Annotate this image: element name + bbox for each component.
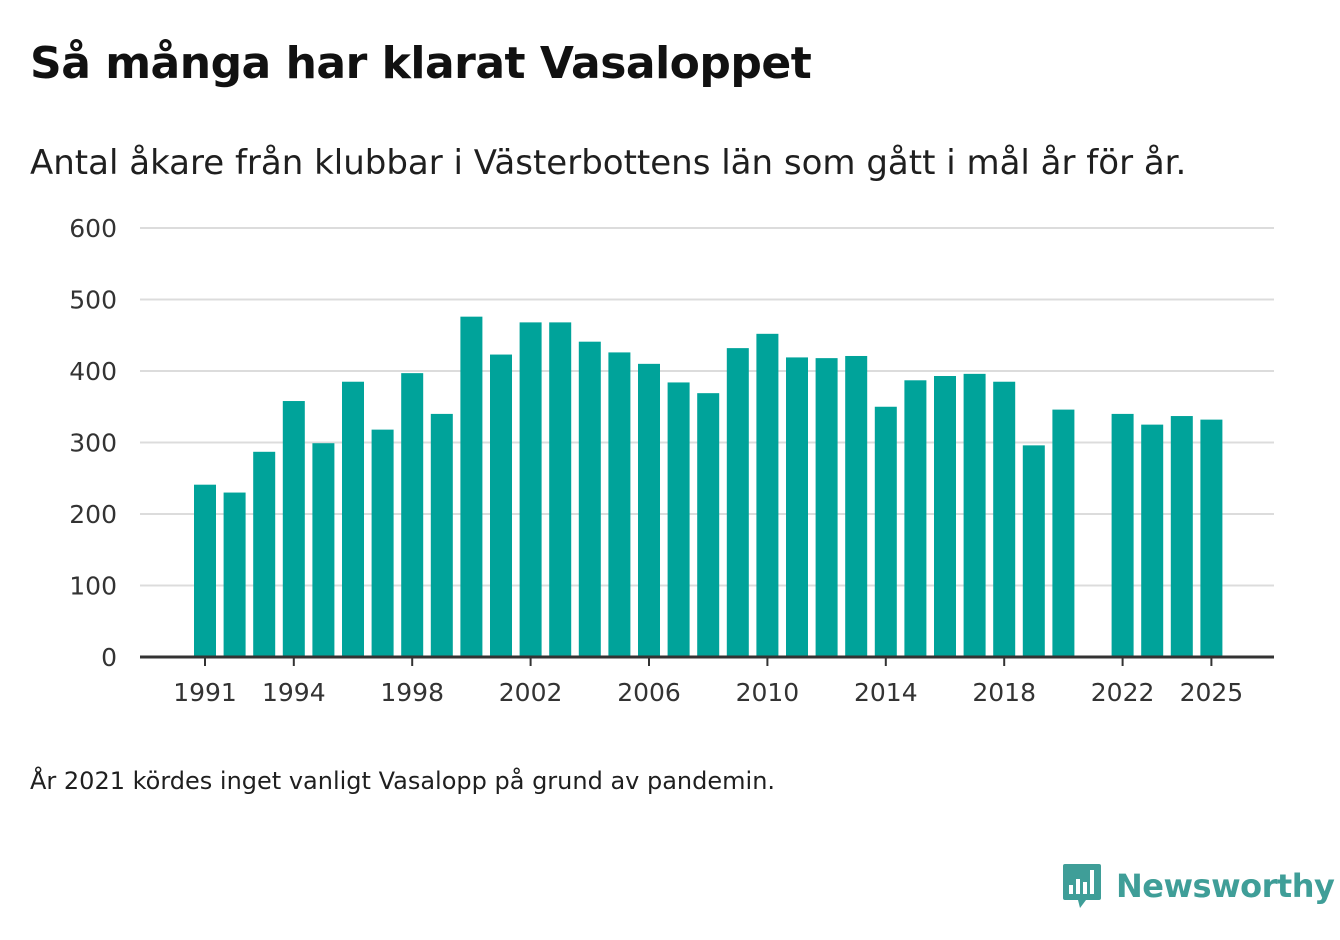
- x-tick-label: 1991: [173, 678, 237, 707]
- bar-2019: [1022, 445, 1045, 657]
- bar-1997: [371, 429, 394, 657]
- bar-2013: [845, 355, 868, 657]
- bar-2014: [874, 406, 897, 657]
- chart-subtitle: Antal åkare från klubbar i Västerbottens…: [30, 143, 1187, 183]
- bar-1995: [312, 443, 335, 657]
- bar-2004: [578, 341, 601, 657]
- axes: 0 100 200 300 400 500 600 1991 1994 1998 2002 2006 2…: [69, 214, 1274, 707]
- x-tick-label: 1994: [262, 678, 326, 707]
- x-tick-label: 2010: [736, 678, 800, 707]
- bar-2012: [815, 358, 838, 657]
- bar-2017: [963, 373, 986, 657]
- bar-1991: [194, 484, 216, 657]
- bar-2024: [1170, 416, 1193, 657]
- bar-2015: [904, 380, 927, 657]
- bar-2008: [697, 393, 720, 657]
- x-tick-label: 2002: [499, 678, 563, 707]
- bar-2001: [490, 354, 512, 657]
- brand-name: Newsworthy: [1116, 867, 1335, 905]
- y-tick-label: 100: [69, 572, 117, 601]
- bar-2011: [786, 357, 808, 657]
- x-tick-label: 2025: [1180, 678, 1244, 707]
- footnote: År 2021 kördes inget vanligt Vasalopp på…: [30, 767, 776, 795]
- x-tick-label: 1998: [380, 678, 444, 707]
- x-tick-label: 2022: [1091, 678, 1155, 707]
- y-tick-label: 200: [69, 500, 117, 529]
- y-tick-label: 400: [69, 357, 117, 386]
- bar-2000: [460, 316, 483, 657]
- newsworthy-logo-icon: [1063, 864, 1101, 908]
- bar-2025: [1200, 419, 1223, 657]
- bars: [194, 316, 1223, 657]
- bar-1993: [253, 451, 276, 657]
- bar-2007: [667, 382, 690, 657]
- x-tick-label: 2018: [972, 678, 1036, 707]
- bar-2010: [756, 333, 779, 657]
- y-tick-label: 600: [69, 214, 117, 243]
- bar-2006: [638, 363, 660, 657]
- bar-2005: [608, 352, 631, 657]
- bar-2022: [1111, 413, 1134, 657]
- y-tick-label: 300: [69, 429, 117, 458]
- x-tick-label: 2006: [617, 678, 681, 707]
- bar-2023: [1141, 424, 1164, 657]
- bar-1996: [342, 381, 364, 657]
- brand-logo: Newsworthy: [1062, 862, 1335, 910]
- bar-chart: 0 100 200 300 400 500 600 1991 1994 1998 2002 2006 2…: [69, 214, 1274, 707]
- bar-2020: [1052, 409, 1075, 657]
- x-tick-label: 2014: [854, 678, 918, 707]
- y-tick-label: 500: [69, 286, 117, 315]
- bar-1992: [223, 492, 246, 657]
- bar-2018: [993, 381, 1016, 657]
- y-tick-label: 0: [101, 643, 117, 672]
- bar-1999: [430, 413, 453, 657]
- bar-2003: [549, 322, 572, 657]
- bar-2009: [726, 348, 749, 657]
- bar-2016: [934, 376, 956, 657]
- chart-title: Så många har klarat Vasaloppet: [30, 38, 812, 89]
- bar-1998: [401, 373, 424, 657]
- bar-1994: [282, 401, 305, 657]
- bar-2002: [519, 322, 542, 657]
